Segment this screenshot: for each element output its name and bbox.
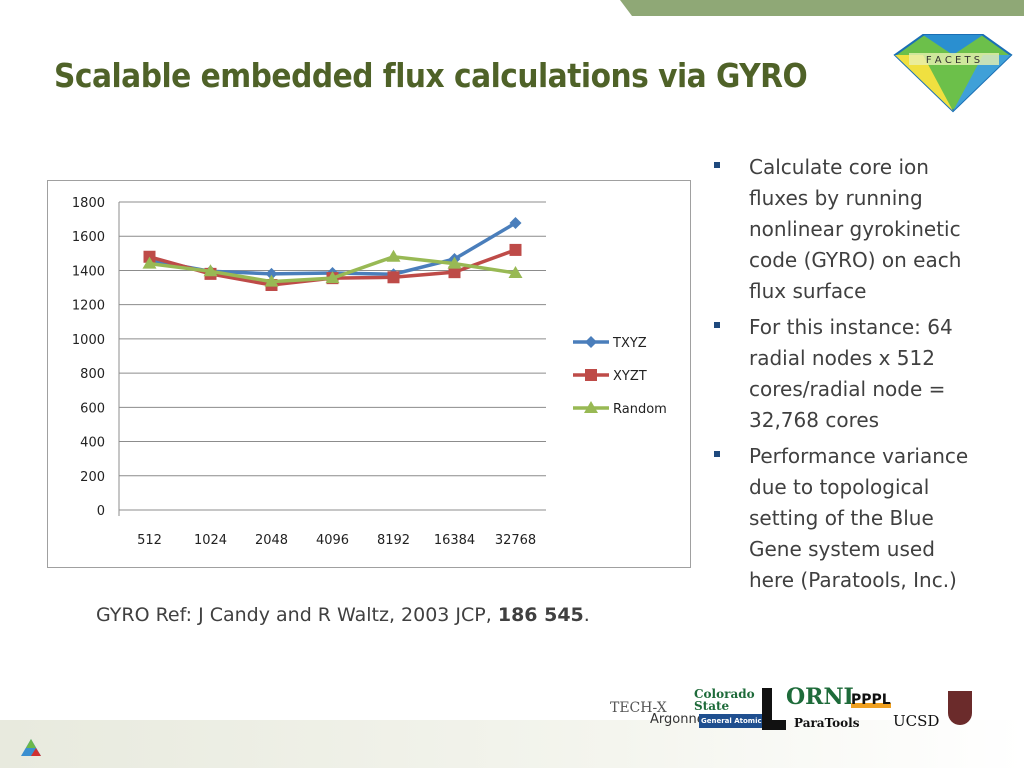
y-tick-label: 600 <box>80 401 105 416</box>
data-point-random <box>447 256 462 269</box>
y-tick-label: 800 <box>80 367 105 382</box>
legend-label: TXYZ <box>612 336 647 351</box>
reference: GYRO Ref: J Candy and R Waltz, 2003 JCP,… <box>96 604 590 626</box>
series-line-txyz <box>149 221 517 276</box>
legend-label: XYZT <box>613 369 647 384</box>
reference-volume: 186 545 <box>497 604 584 626</box>
argonne-corner-icon <box>21 739 41 756</box>
techx-logo: TECH-X <box>610 700 667 716</box>
partner-logos: TECH-X Argonne Colorado State General At… <box>608 684 978 734</box>
bullet-item: Performance variance due to topological … <box>712 441 972 596</box>
pppl-logo: PPPL <box>851 692 891 708</box>
data-point-random <box>508 266 523 279</box>
data-point-xyzt <box>509 243 522 256</box>
x-tick-label: 1024 <box>194 533 227 548</box>
data-point-random <box>142 256 157 269</box>
bullet-list: Calculate core ion fluxes by running non… <box>712 152 972 601</box>
data-point-random <box>203 264 218 277</box>
y-tick-label: 1200 <box>72 299 105 314</box>
data-point-txyz <box>509 217 522 230</box>
x-tick-label: 512 <box>137 533 162 548</box>
bullet-item: For this instance: 64 radial nodes x 512… <box>712 312 972 436</box>
y-tick-label: 400 <box>80 436 105 451</box>
data-point-txyz <box>265 267 278 280</box>
legend-marker <box>585 336 597 348</box>
argonne-logo: Argonne <box>650 712 705 727</box>
footer-swoosh <box>0 720 1024 768</box>
ucsd-logo: UCSD <box>893 712 940 730</box>
legend-label: Random <box>613 402 667 417</box>
ornl-logo: ORNL <box>786 684 860 710</box>
y-tick-label: 0 <box>97 504 105 519</box>
x-tick-label: 16384 <box>434 533 475 548</box>
bullet-item: Calculate core ion fluxes by running non… <box>712 152 972 307</box>
data-point-random <box>325 271 340 284</box>
logo-text: F A C E T S <box>926 55 980 66</box>
paratools-logo: ParaTools <box>794 716 860 730</box>
data-point-random <box>264 274 279 287</box>
data-point-random <box>386 249 401 262</box>
colorado-state-logo: Colorado State <box>694 687 755 713</box>
y-tick-label: 1400 <box>72 264 105 279</box>
facets-logo: F A C E T S <box>893 34 1013 113</box>
reference-suffix: . <box>583 604 590 626</box>
y-tick-label: 1600 <box>72 230 105 245</box>
x-tick-label: 8192 <box>377 533 410 548</box>
general-atomics-logo: General Atomics <box>699 714 768 728</box>
legend-marker <box>585 369 597 381</box>
data-point-xyzt <box>387 271 400 284</box>
legend-marker <box>584 401 598 413</box>
data-point-xyzt <box>448 266 461 279</box>
ornl-mark <box>762 688 786 730</box>
lehigh-crest-icon <box>948 691 972 725</box>
top-band <box>620 0 1024 16</box>
x-tick-label: 4096 <box>316 533 349 548</box>
y-tick-label: 1000 <box>72 333 105 348</box>
chart-frame: 0 200 400 600 800 1000 1200 1400 1600 1800 512 1024… <box>47 180 691 568</box>
line-chart: 0 200 400 600 800 1000 1200 1400 1600 1800 512 1024… <box>72 196 667 548</box>
y-tick-label: 1800 <box>72 196 105 211</box>
y-tick-label: 200 <box>80 470 105 485</box>
slide-title: Scalable embedded flux calculations via … <box>54 56 808 95</box>
x-tick-label: 32768 <box>495 533 536 548</box>
reference-text: GYRO Ref: J Candy and R Waltz, 2003 JCP, <box>96 604 498 626</box>
x-tick-label: 2048 <box>255 533 288 548</box>
